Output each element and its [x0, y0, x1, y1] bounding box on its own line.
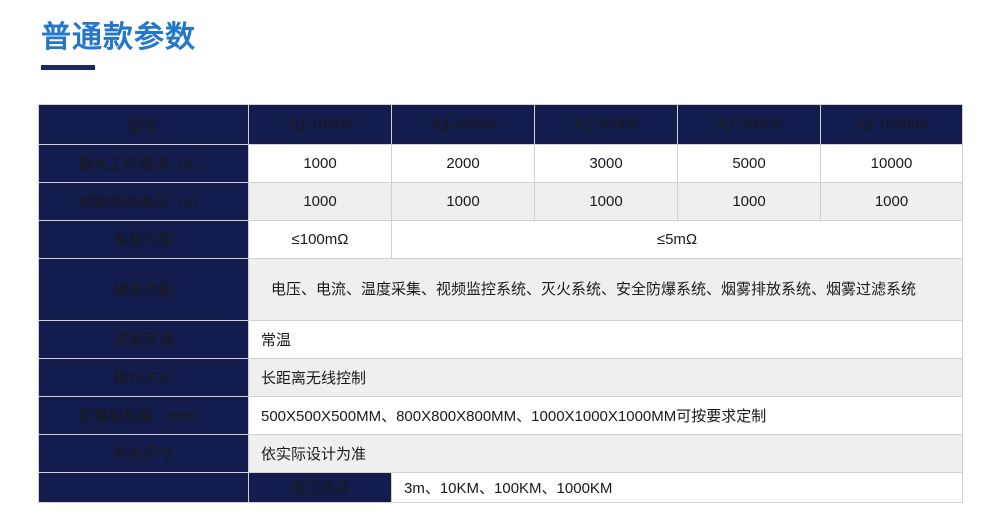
cell-system-resistance-rest: ≤5mΩ — [391, 220, 963, 259]
table-header-row: 型号 JQ-1000A JQ-2000A JQ-3000A JQ-5000A J… — [38, 104, 963, 145]
row-label-system-resistance: 系统内阻 — [38, 220, 249, 259]
table-row: 防爆箱规格（mm） 500X500X500MM、800X800X800MM、10… — [38, 396, 963, 435]
specification-table: 型号 JQ-1000A JQ-2000A JQ-3000A JQ-5000A J… — [38, 104, 963, 503]
header-model-2: JQ-2000A — [391, 104, 535, 145]
table-row: 额定绝缘电压（V） 1000 1000 1000 1000 1000 — [38, 182, 963, 221]
cell-max-current-5: 10000 — [820, 144, 963, 183]
table-row: 最大工作电流（A） 1000 2000 3000 5000 10000 — [38, 144, 963, 183]
cell-auxiliary-functions: 电压、电流、温度采集、视频监控系统、灭火系统、安全防爆系统、烟雾排放系统、烟雾过… — [248, 258, 963, 321]
cell-overall-dimensions: 依实际设计为准 — [248, 434, 963, 473]
header-row-label: 型号 — [38, 104, 249, 145]
row-label-max-current: 最大工作电流（A） — [38, 144, 249, 183]
header-model-5: JQ-10000A — [820, 104, 963, 145]
section-heading: 普通款参数 — [41, 20, 196, 70]
cell-system-resistance-1: ≤100mΩ — [248, 220, 392, 259]
header-model-1: JQ-1000A — [248, 104, 392, 145]
heading-underline — [41, 65, 95, 70]
cell-operation-mode: 长距离无线控制 — [248, 358, 963, 397]
cell-rated-voltage-4: 1000 — [677, 182, 821, 221]
cell-rated-voltage-3: 1000 — [534, 182, 678, 221]
row-group-spacer — [38, 472, 249, 503]
table-row-partial: 电压选择 3m、10KM、100KM、1000KM — [38, 472, 963, 503]
row-label-voltage-selection: 电压选择 — [248, 472, 392, 503]
cell-explosion-box-size: 500X500X500MM、800X800X800MM、1000X1000X10… — [248, 396, 963, 435]
table-row: 外形尺寸 依实际设计为准 — [38, 434, 963, 473]
table-row: 操作方式 长距离无线控制 — [38, 358, 963, 397]
table-row: 辅助功能 电压、电流、温度采集、视频监控系统、灭火系统、安全防爆系统、烟雾排放系… — [38, 258, 963, 321]
row-label-overall-dimensions: 外形尺寸 — [38, 434, 249, 473]
header-model-4: JQ-5000A — [677, 104, 821, 145]
cell-rated-voltage-2: 1000 — [391, 182, 535, 221]
cell-test-environment: 常温 — [248, 320, 963, 359]
cell-max-current-4: 5000 — [677, 144, 821, 183]
row-label-test-environment: 试验环境 — [38, 320, 249, 359]
page-title: 普通款参数 — [41, 21, 196, 54]
cell-max-current-3: 3000 — [534, 144, 678, 183]
cell-rated-voltage-1: 1000 — [248, 182, 392, 221]
cell-voltage-selection: 3m、10KM、100KM、1000KM — [391, 472, 963, 503]
row-label-rated-voltage: 额定绝缘电压（V） — [38, 182, 249, 221]
cell-max-current-1: 1000 — [248, 144, 392, 183]
cell-rated-voltage-5: 1000 — [820, 182, 963, 221]
row-label-operation-mode: 操作方式 — [38, 358, 249, 397]
table-row: 系统内阻 ≤100mΩ ≤5mΩ — [38, 220, 963, 259]
table-row: 试验环境 常温 — [38, 320, 963, 359]
row-label-explosion-box-size: 防爆箱规格（mm） — [38, 396, 249, 435]
cell-auxiliary-functions-text: 电压、电流、温度采集、视频监控系统、灭火系统、安全防爆系统、烟雾排放系统、烟雾过… — [271, 280, 917, 298]
row-label-auxiliary-functions: 辅助功能 — [38, 258, 249, 321]
cell-max-current-2: 2000 — [391, 144, 535, 183]
header-model-3: JQ-3000A — [534, 104, 678, 145]
